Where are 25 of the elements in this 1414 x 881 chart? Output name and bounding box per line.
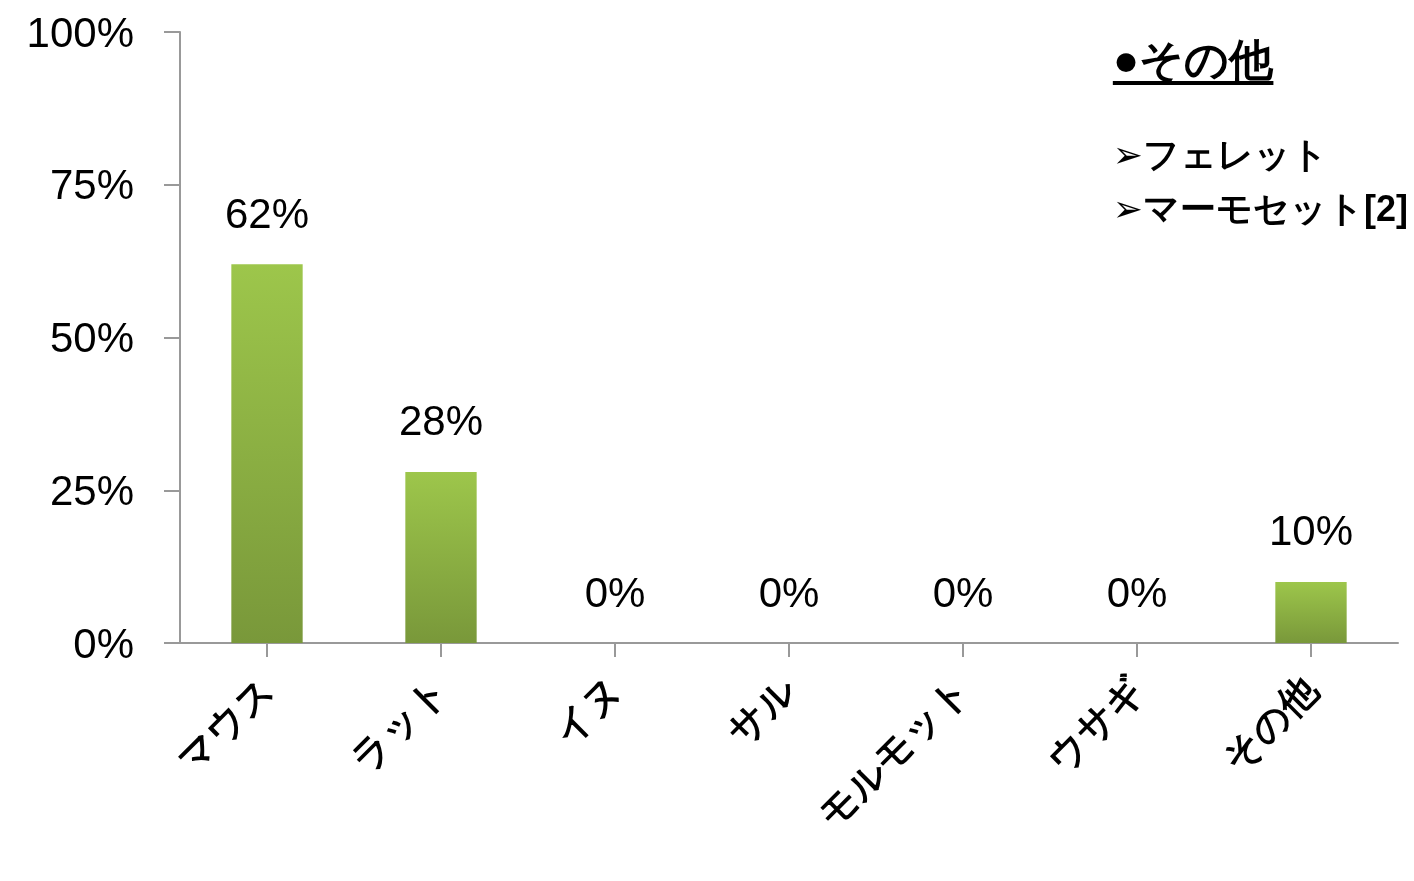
annotation: ➢フェレット	[1112, 133, 1329, 177]
data-label: 0%	[584, 568, 646, 616]
data-label: 28%	[398, 397, 484, 445]
bar	[231, 264, 303, 643]
y-tick-label: 50%	[49, 314, 134, 361]
data-label: 10%	[1268, 507, 1354, 555]
y-tick-label: 100%	[26, 8, 134, 56]
y-tick-label: 75%	[49, 161, 134, 209]
data-label: 0%	[1106, 568, 1168, 616]
x-tick-label: イヌ	[545, 668, 630, 753]
data-label: 62%	[224, 189, 310, 237]
bar	[1275, 581, 1347, 643]
x-tick-label: ラット	[343, 668, 456, 781]
x-tick-label: マウス	[169, 668, 282, 781]
x-tick-label: モルモット	[810, 668, 978, 836]
x-tick-label: ウサギ	[1039, 668, 1152, 781]
data-label: 0%	[932, 568, 994, 616]
y-tick-label: 0%	[73, 619, 134, 667]
annotation: ●その他	[1112, 34, 1275, 86]
annotation: ➢マーモセット[2]	[1112, 187, 1408, 231]
x-tick-label: サル	[719, 668, 804, 753]
x-tick-label: その他	[1214, 667, 1327, 780]
y-tick-label: 25%	[49, 466, 134, 514]
data-label: 0%	[758, 568, 820, 616]
bar	[405, 471, 477, 643]
